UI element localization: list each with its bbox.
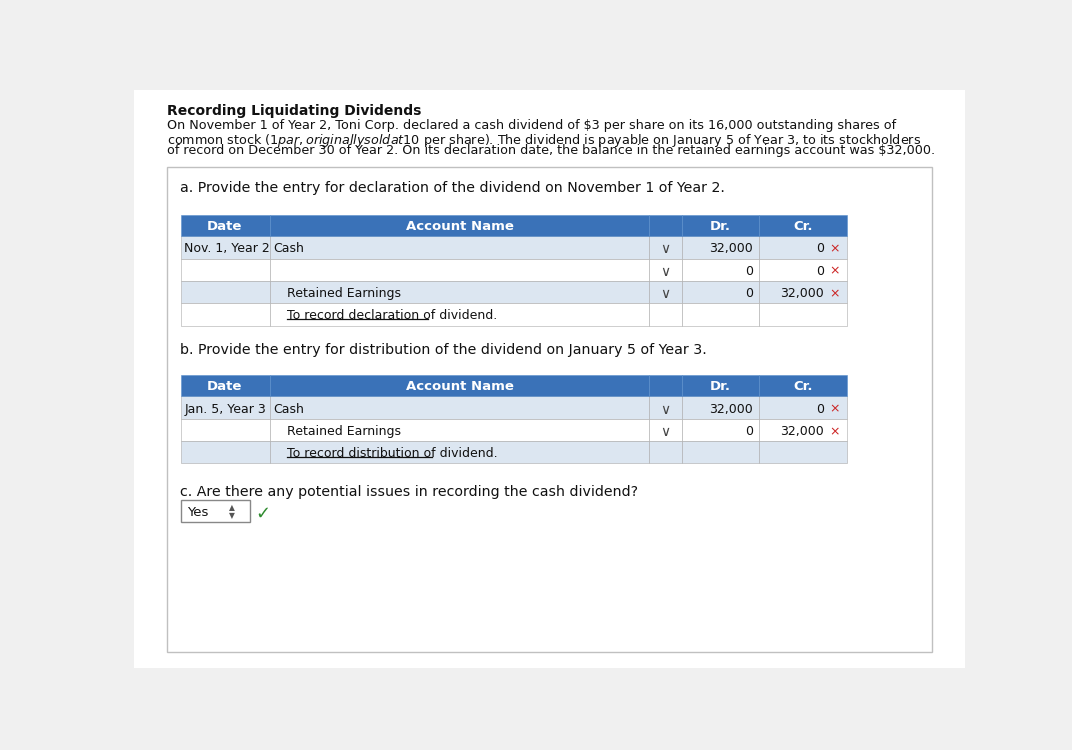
Bar bbox=[166, 167, 933, 652]
Text: ×: × bbox=[829, 287, 839, 300]
Text: ×: × bbox=[829, 403, 839, 416]
Bar bbox=[759, 397, 847, 418]
Bar bbox=[180, 281, 270, 303]
Bar bbox=[650, 441, 682, 464]
Text: 0: 0 bbox=[745, 265, 754, 278]
Bar bbox=[270, 281, 650, 303]
Bar bbox=[270, 236, 650, 259]
Bar bbox=[180, 419, 270, 441]
Text: Dr.: Dr. bbox=[710, 220, 731, 233]
Text: 0: 0 bbox=[816, 403, 823, 416]
Bar bbox=[270, 214, 650, 236]
Text: ×: × bbox=[829, 425, 839, 438]
Text: To record distribution of dividend.: To record distribution of dividend. bbox=[286, 447, 497, 460]
Bar bbox=[759, 303, 847, 326]
Text: To record declaration of dividend.: To record declaration of dividend. bbox=[286, 310, 497, 322]
Bar bbox=[180, 259, 270, 281]
Text: 0: 0 bbox=[816, 265, 823, 278]
Bar bbox=[682, 214, 759, 236]
Text: Retained Earnings: Retained Earnings bbox=[286, 425, 401, 438]
Text: 0: 0 bbox=[745, 287, 754, 300]
Bar bbox=[180, 214, 270, 236]
Bar bbox=[682, 303, 759, 326]
Text: Recording Liquidating Dividends: Recording Liquidating Dividends bbox=[166, 104, 421, 118]
Text: 0: 0 bbox=[816, 242, 823, 256]
Text: ∨: ∨ bbox=[660, 265, 671, 279]
Bar bbox=[682, 236, 759, 259]
Text: Retained Earnings: Retained Earnings bbox=[286, 287, 401, 300]
Text: 0: 0 bbox=[745, 425, 754, 438]
Bar bbox=[650, 281, 682, 303]
Text: Yes: Yes bbox=[187, 506, 208, 519]
Bar bbox=[759, 375, 847, 397]
Text: Date: Date bbox=[207, 220, 242, 233]
Bar bbox=[270, 397, 650, 418]
Text: Account Name: Account Name bbox=[405, 220, 513, 233]
Text: ∨: ∨ bbox=[660, 287, 671, 301]
Text: Cr.: Cr. bbox=[793, 380, 813, 393]
Text: Nov. 1, Year 2: Nov. 1, Year 2 bbox=[184, 242, 270, 256]
Text: Dr.: Dr. bbox=[710, 380, 731, 393]
Text: ∨: ∨ bbox=[660, 403, 671, 416]
Bar bbox=[650, 236, 682, 259]
Text: c. Are there any potential issues in recording the cash dividend?: c. Are there any potential issues in rec… bbox=[180, 485, 639, 499]
Bar bbox=[180, 441, 270, 464]
Text: 32,000: 32,000 bbox=[710, 403, 754, 416]
Text: Account Name: Account Name bbox=[405, 380, 513, 393]
Bar bbox=[682, 397, 759, 418]
Text: a. Provide the entry for declaration of the dividend on November 1 of Year 2.: a. Provide the entry for declaration of … bbox=[180, 181, 726, 195]
Bar bbox=[270, 419, 650, 441]
Text: Jan. 5, Year 3: Jan. 5, Year 3 bbox=[184, 403, 266, 416]
Bar bbox=[650, 259, 682, 281]
Text: 32,000: 32,000 bbox=[780, 425, 823, 438]
Bar bbox=[180, 500, 250, 522]
Bar bbox=[682, 281, 759, 303]
Text: of record on December 30 of Year 2. On its declaration date, the balance in the : of record on December 30 of Year 2. On i… bbox=[166, 144, 935, 157]
Text: 32,000: 32,000 bbox=[780, 287, 823, 300]
Bar bbox=[180, 397, 270, 418]
Text: ×: × bbox=[829, 242, 839, 256]
Bar bbox=[759, 214, 847, 236]
Bar bbox=[650, 419, 682, 441]
Bar bbox=[650, 397, 682, 418]
Bar bbox=[270, 441, 650, 464]
Bar bbox=[270, 375, 650, 397]
Bar bbox=[650, 375, 682, 397]
Text: b. Provide the entry for distribution of the dividend on January 5 of Year 3.: b. Provide the entry for distribution of… bbox=[180, 343, 708, 356]
Text: ✓: ✓ bbox=[256, 504, 271, 522]
Bar bbox=[682, 419, 759, 441]
Bar bbox=[270, 259, 650, 281]
Text: On November 1 of Year 2, Toni Corp. declared a cash dividend of $3 per share on : On November 1 of Year 2, Toni Corp. decl… bbox=[166, 119, 896, 132]
Bar bbox=[682, 441, 759, 464]
Bar bbox=[650, 303, 682, 326]
Text: Cash: Cash bbox=[273, 242, 304, 256]
Text: Cash: Cash bbox=[273, 403, 304, 416]
Text: common stock ($1 par, originally sold at $10 per share). The dividend is payable: common stock ($1 par, originally sold at… bbox=[166, 131, 921, 148]
Text: Date: Date bbox=[207, 380, 242, 393]
Text: ∨: ∨ bbox=[660, 242, 671, 256]
Bar bbox=[759, 419, 847, 441]
Bar bbox=[759, 281, 847, 303]
Bar bbox=[759, 441, 847, 464]
Bar bbox=[682, 375, 759, 397]
Bar bbox=[682, 259, 759, 281]
Text: Cr.: Cr. bbox=[793, 220, 813, 233]
Text: 32,000: 32,000 bbox=[710, 242, 754, 256]
Text: ▲: ▲ bbox=[228, 503, 235, 512]
Bar bbox=[180, 375, 270, 397]
Bar bbox=[180, 236, 270, 259]
Text: ▼: ▼ bbox=[228, 512, 235, 520]
Text: ∨: ∨ bbox=[660, 425, 671, 439]
Bar bbox=[759, 236, 847, 259]
Bar bbox=[650, 214, 682, 236]
Bar bbox=[759, 259, 847, 281]
Bar bbox=[180, 303, 270, 326]
Bar bbox=[270, 303, 650, 326]
Text: ×: × bbox=[829, 265, 839, 278]
